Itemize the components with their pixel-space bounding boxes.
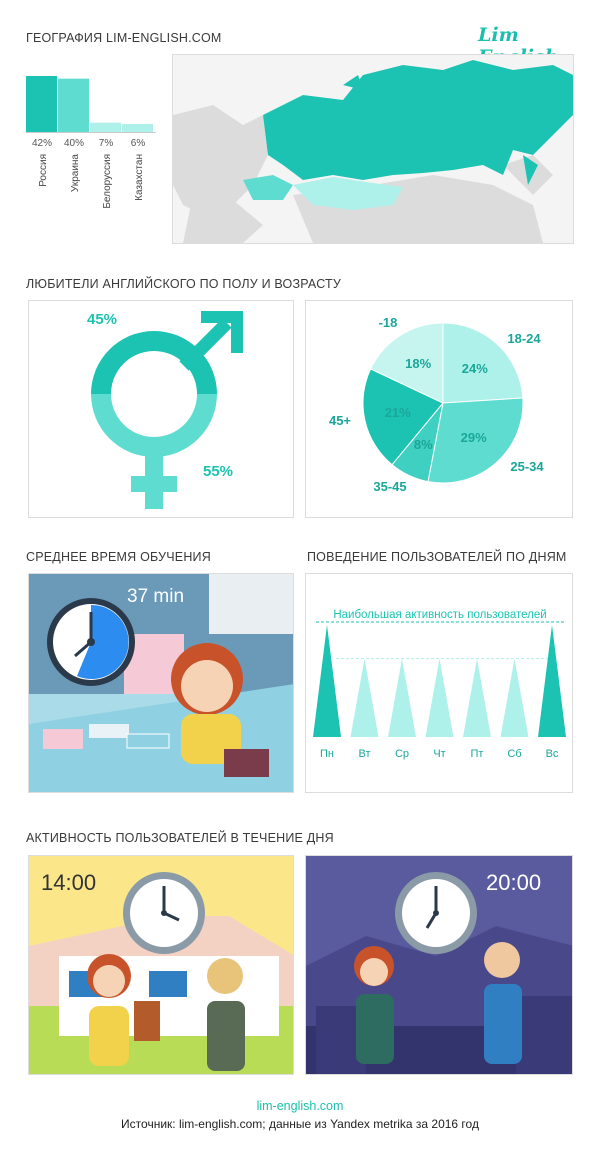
day-peak-4 xyxy=(425,658,454,737)
day-label: Чт xyxy=(433,748,445,760)
pie-slice xyxy=(427,397,524,484)
pie-slice xyxy=(362,368,444,466)
age-group-label: 35-45 xyxy=(373,479,406,494)
evening-illustration: 20:00 xyxy=(305,855,573,1075)
day-label: Ср xyxy=(395,748,409,760)
day-peak-2 xyxy=(350,658,379,737)
study-time-section-title: СРЕДНЕЕ ВРЕМЯ ОБУЧЕНИЯ xyxy=(26,550,211,564)
age-group-label: 25-34 xyxy=(510,459,544,474)
geo-section-title: ГЕОГРАФИЯ LIM-ENGLISH.COM xyxy=(26,31,222,45)
day-illustration: 14:00 xyxy=(28,855,294,1075)
footer-link[interactable]: lim-english.com xyxy=(256,1099,344,1113)
day-peak-6 xyxy=(500,658,529,737)
footer-source: Источник: lim-english.com; данные из Yan… xyxy=(121,1117,479,1131)
pie-percent-label: 8% xyxy=(414,437,433,452)
bar-3 xyxy=(90,122,121,132)
study-time-label: 37 min xyxy=(127,586,185,607)
country-label: Казахстан xyxy=(134,154,145,201)
age-group-label: 45+ xyxy=(329,413,351,428)
day-label: Сб xyxy=(507,748,521,760)
day-label: Пн xyxy=(320,748,334,760)
day-peak-7 xyxy=(538,625,566,737)
day-peak-5 xyxy=(463,658,491,737)
pie-slice xyxy=(369,322,444,404)
gender-age-section-title: ЛЮБИТЕЛИ АНГЛИЙСКОГО ПО ПОЛУ И ВОЗРАСТУ xyxy=(26,277,341,291)
pie-percent-label: 29% xyxy=(461,430,487,445)
country-label: Россия xyxy=(38,154,49,187)
day-label: Вт xyxy=(358,748,370,760)
age-group-label: 18-24 xyxy=(507,331,541,346)
study-illustration: 37 min xyxy=(28,573,294,793)
age-panel: 24% 18-24 29% 25-34 8% 35-45 21% 45+ 18% -18 xyxy=(305,300,573,518)
days-panel: Наибольшая активность пользователей Пн Вт С… xyxy=(305,573,573,793)
country-bar-chart: 42% Россия 40% Украина 7% Белоруссия 6% Казахст… xyxy=(26,76,156,209)
country-label: Белоруссия xyxy=(102,154,113,209)
gender-symbol-icon xyxy=(91,311,243,509)
day-peak-1 xyxy=(313,625,341,737)
day-time-label: 14:00 xyxy=(41,870,97,895)
day-label: Вс xyxy=(546,748,559,760)
bar-1 xyxy=(26,76,57,132)
bar-2 xyxy=(58,78,89,132)
evening-time-label: 20:00 xyxy=(486,870,542,895)
pie-slice xyxy=(442,322,524,404)
day-label: Пт xyxy=(471,748,484,760)
clock-icon xyxy=(395,872,477,954)
peak-activity-annotation: Наибольшая активность пользователей xyxy=(333,609,546,621)
bar-value-label: 6% xyxy=(131,138,146,149)
bar-value-label: 42% xyxy=(32,138,52,149)
days-section-title: ПОВЕДЕНИЕ ПОЛЬЗОВАТЕЛЕЙ ПО ДНЯМ xyxy=(307,550,567,564)
female-percent: 55% xyxy=(203,463,234,480)
age-pie-chart: 24% 18-24 29% 25-34 8% 35-45 21% 45+ 18% -18 xyxy=(329,315,544,494)
age-group-label: -18 xyxy=(379,315,398,330)
gender-panel: 45% 55% xyxy=(28,300,294,518)
clock-icon xyxy=(47,598,135,686)
days-activity-chart: Наибольшая активность пользователей Пн Вт С… xyxy=(313,609,566,760)
male-percent: 45% xyxy=(87,311,118,328)
world-map xyxy=(172,54,574,244)
bar-value-label: 7% xyxy=(99,138,114,149)
bar-4 xyxy=(122,124,153,132)
bar-value-label: 40% xyxy=(64,138,84,149)
pie-percent-label: 21% xyxy=(385,405,411,420)
pie-percent-label: 24% xyxy=(462,361,488,376)
clock-icon xyxy=(123,872,205,954)
country-label: Украина xyxy=(70,154,81,193)
pie-percent-label: 18% xyxy=(405,356,431,371)
daytime-section-title: АКТИВНОСТЬ ПОЛЬЗОВАТЕЛЕЙ В ТЕЧЕНИЕ ДНЯ xyxy=(26,831,334,845)
day-peak-3 xyxy=(388,658,416,737)
